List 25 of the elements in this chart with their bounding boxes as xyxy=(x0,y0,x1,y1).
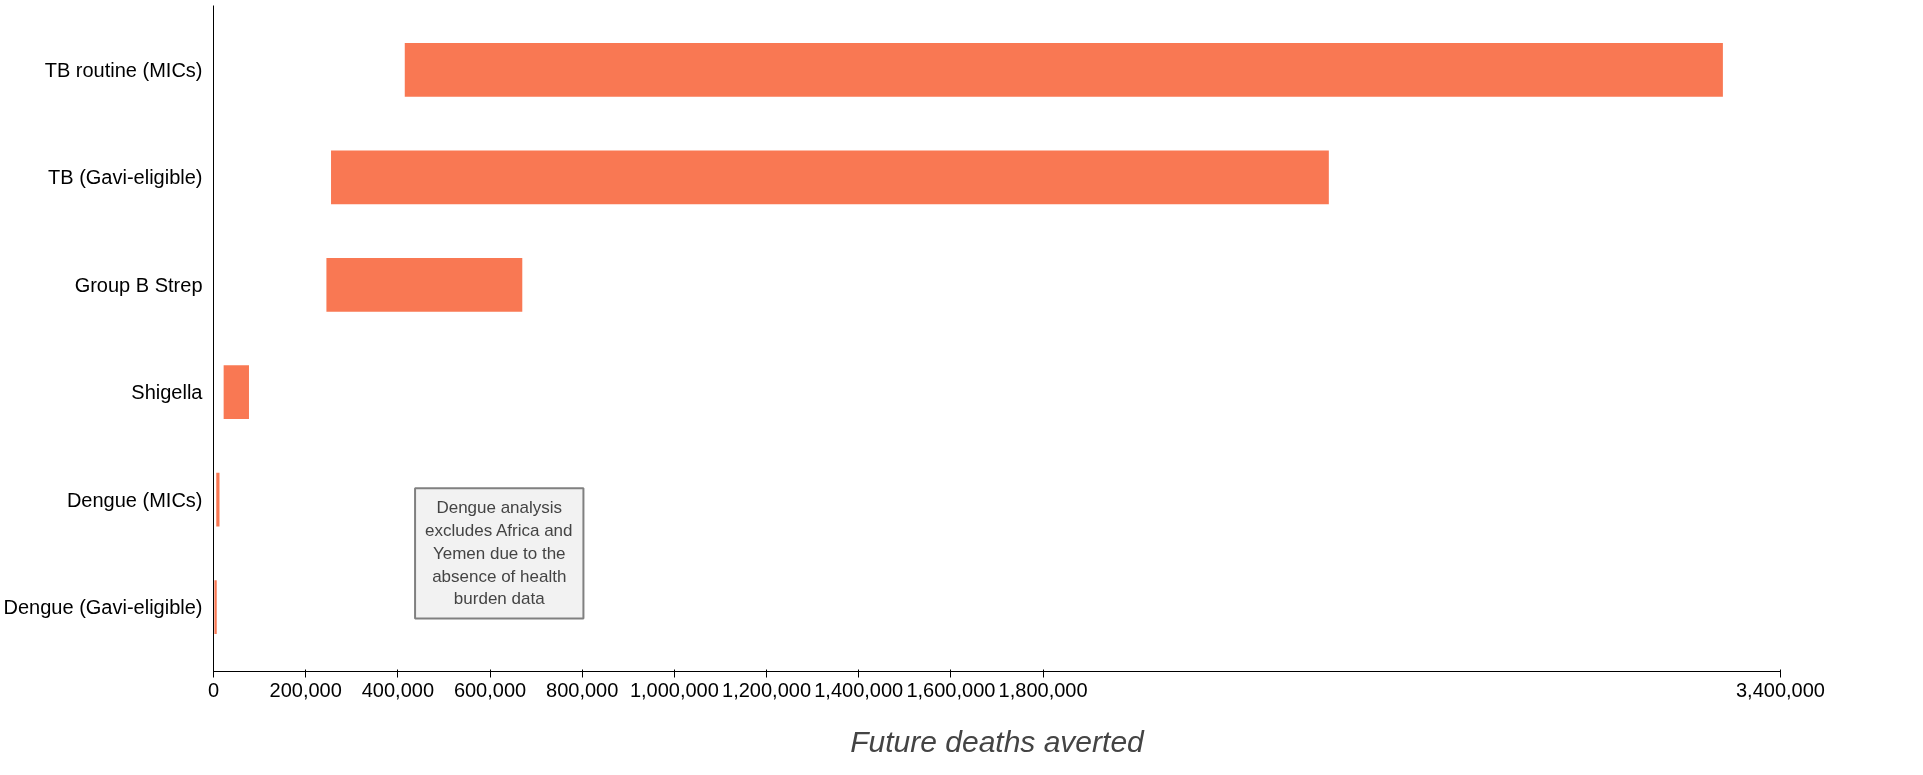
bar xyxy=(223,365,249,420)
x-tick-label: 400,000 xyxy=(361,678,434,701)
bar xyxy=(331,150,1329,205)
x-tick-label: 600,000 xyxy=(453,678,527,701)
x-tick-label: 1,200,000 xyxy=(722,678,812,701)
y-tick-label: Dengue (Gavi-eligible) xyxy=(3,596,203,619)
y-tick-label: TB routine (MICs) xyxy=(44,58,203,81)
bar xyxy=(214,580,217,634)
x-tick-label: 0 xyxy=(207,678,220,701)
y-tick-label: Shigella xyxy=(131,381,204,404)
x-tick-label: 1,000,000 xyxy=(629,678,719,701)
bar xyxy=(326,257,523,312)
annotation: Dengue analysis excludes Africa and Yemen due to the absence of health burden data xyxy=(425,498,573,609)
bar xyxy=(216,472,220,527)
x-axis-title: Future deaths averted xyxy=(850,724,1146,758)
x-tick-label: 3,400,000 xyxy=(1736,678,1825,701)
y-tick-label: TB (Gavi-eligible) xyxy=(48,166,203,189)
x-tick-label: 1,800,000 xyxy=(998,678,1088,701)
x-tick-label: 200,000 xyxy=(269,678,342,701)
x-tick-label: 1,600,000 xyxy=(906,678,996,701)
y-tick-label: Dengue (MICs) xyxy=(66,488,203,511)
x-tick-label: 800,000 xyxy=(546,678,619,701)
bar xyxy=(404,43,1723,97)
y-tick-label: Group B Strep xyxy=(74,273,203,296)
x-tick-label: 1,400,000 xyxy=(814,678,904,701)
